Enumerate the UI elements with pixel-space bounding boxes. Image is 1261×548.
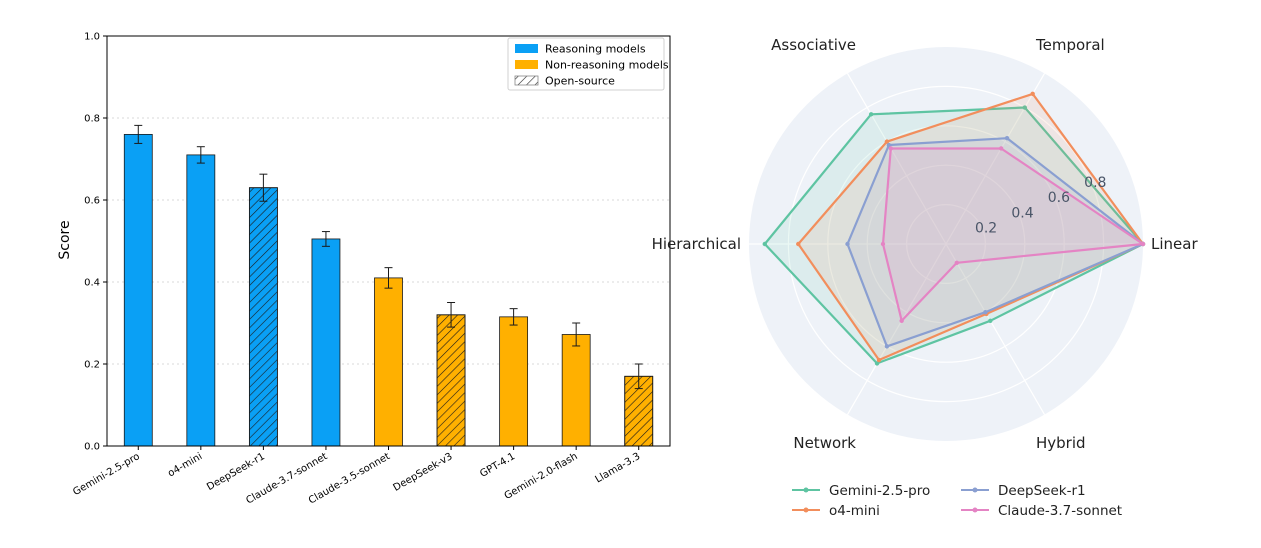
radar-r-tick-label: 0.8: [1084, 175, 1106, 191]
radar-point: [845, 241, 850, 247]
radar-axis-label-hierarchical: Hierarchical: [652, 235, 741, 253]
radar-point: [988, 318, 993, 323]
radar-spoke: [945, 73, 1046, 245]
x-tick-label: GPT-4.1: [478, 451, 517, 480]
y-tick-label: 1.0: [84, 32, 100, 43]
radar-axis-label-hybrid: Hybrid: [1036, 434, 1086, 452]
radar-axis-label-temporal: Temporal: [1035, 36, 1105, 54]
radar-chart: 0.2 0.4 0.6 0.8 Linear Temporal Associative Hi…: [652, 36, 1199, 519]
legend-marker: [803, 507, 809, 513]
bar: [186, 154, 216, 447]
x-axis-ticks: Gemini-2.5-pro o4-mini DeepSeek-r1Claude-3…: [71, 446, 642, 507]
radar-axis-label-associative: Associative: [771, 36, 856, 54]
radar-point: [899, 318, 904, 323]
bar: [311, 238, 341, 447]
legend-swatch-non-reasoning: [515, 60, 538, 69]
radar-point: [1030, 91, 1035, 97]
radar-point: [983, 310, 988, 315]
bar: [123, 133, 153, 447]
radar-point: [1022, 105, 1027, 110]
radar-r-tick-label: 0.2: [975, 220, 997, 236]
bar: [499, 316, 529, 447]
y-tick-label: 0.6: [84, 196, 100, 207]
y-tick-label: 0.8: [84, 114, 100, 125]
y-axis-ticks: 0.0 0.2 0.4 0.6 0.8 1.0: [84, 32, 107, 453]
legend-label-non-reasoning: Non-reasoning models: [545, 59, 669, 72]
legend-swatch-open-source: [514, 75, 539, 86]
y-tick-label: 0.2: [84, 360, 100, 371]
radar-point: [874, 361, 880, 366]
bar: [374, 277, 403, 447]
radar-legend: Gemini-2.5-pro DeepSeek-r1 o4-mini Claude-3…: [792, 483, 1122, 519]
legend-marker: [972, 507, 978, 513]
radar-r-tick-label: 0.4: [1011, 205, 1033, 221]
radar-point: [762, 241, 767, 247]
legend-label: Claude-3.7-sonnet: [998, 503, 1122, 519]
x-tick-label: Gemini-2.5-pro: [71, 451, 141, 498]
radar-spoke: [945, 243, 1046, 415]
radar-r-tick-label: 0.6: [1048, 190, 1070, 206]
legend-marker: [972, 487, 978, 493]
radar-gridlines: [749, 73, 1143, 415]
radar-point: [876, 357, 882, 363]
y-axis-label: Score: [57, 220, 73, 259]
radar-point: [880, 241, 886, 247]
radar-series: [762, 91, 1146, 366]
bar-hatch: [248, 187, 278, 447]
y-tick-label: 0.4: [84, 278, 100, 289]
radar-point: [796, 241, 801, 247]
bar: [561, 334, 591, 447]
radar-point: [1004, 136, 1010, 141]
legend-marker: [803, 487, 809, 493]
radar-point: [954, 260, 960, 265]
y-tick-label: 0.0: [84, 442, 100, 453]
radar-r-ticks: 0.2 0.4 0.6 0.8: [975, 175, 1106, 236]
radar-axis-label-network: Network: [793, 434, 856, 452]
x-tick-label: o4-mini: [166, 451, 204, 479]
radar-point: [1140, 241, 1146, 247]
legend-label-open-source: Open-source: [545, 75, 615, 88]
bar-hatch: [436, 314, 466, 447]
radar-axis-label-linear: Linear: [1151, 235, 1198, 253]
legend-swatch-reasoning: [515, 44, 538, 53]
radar-point: [888, 146, 894, 151]
radar-point: [884, 139, 890, 144]
bar-series: [123, 133, 654, 447]
radar-spoke: [846, 73, 947, 245]
legend-label: o4-mini: [829, 503, 880, 519]
radar-spoke: [846, 243, 947, 415]
x-tick-label: DeepSeek-r1: [205, 451, 267, 493]
bar-legend: Reasoning models Non-reasoning models Op…: [507, 37, 669, 91]
x-tick-label: DeepSeek-v3: [392, 451, 455, 494]
radar-point: [868, 112, 874, 117]
radar-axis-labels: Linear Temporal Associative Hierarchical Net…: [652, 36, 1199, 452]
radar-point: [998, 146, 1004, 151]
x-tick-label: Llama-3.3: [594, 451, 643, 485]
error-bars: [134, 124, 643, 390]
radar-point: [886, 142, 892, 148]
bar-chart: 0.0 0.2 0.4 0.6 0.8 1.0 Gemini-2.5-pro o4-mini…: [57, 32, 671, 507]
radar-point: [884, 344, 890, 349]
legend-label: Gemini-2.5-pro: [829, 483, 930, 499]
legend-box: [507, 37, 665, 91]
legend-label-reasoning: Reasoning models: [545, 43, 646, 56]
legend-label: DeepSeek-r1: [998, 483, 1086, 499]
